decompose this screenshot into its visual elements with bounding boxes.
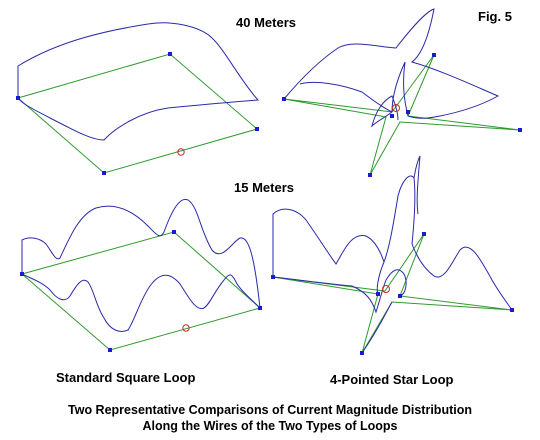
tip-node-icon [432,53,436,57]
band-heading-40m: 40 Meters [236,15,296,30]
caption-line-1: Two Representative Comparisons of Curren… [68,403,472,417]
star-wire-40m [283,54,521,176]
square-wire-40m [16,53,259,174]
feedpoint-icon [382,285,390,293]
tip-node-icon [360,351,364,355]
star-loop-label: 4-Pointed Star Loop [330,372,454,387]
inner-node-icon [376,292,380,296]
band-heading-15m: 15 Meters [234,180,294,195]
star-wire-15m [272,233,513,354]
tip-node-icon [518,128,522,132]
inner-node-icon [398,294,402,298]
corner-node-icon [102,171,106,175]
star-current-15m [272,155,513,354]
corner-node-icon [172,230,176,234]
corner-node-icon [20,272,24,276]
square-loop-40m [16,22,260,175]
star-current-40m [283,8,500,128]
corner-node-icon [168,52,172,56]
square-loop-label: Standard Square Loop [56,370,196,385]
inner-node-icon [390,114,394,118]
tip-node-icon [282,97,286,101]
corner-node-icon [258,306,262,310]
square-wire-15m [20,231,262,351]
tip-node-icon [271,275,275,279]
tip-node-icon [422,232,426,236]
feedpoint-icon [392,104,400,112]
corner-node-icon [108,348,112,352]
square-current-15m [21,198,261,332]
inner-node-icon [406,110,410,114]
square-current-40m [17,22,260,141]
figure-caption: Two Representative Comparisons of Curren… [0,402,540,434]
square-loop-15m [20,198,262,352]
star-loop-15m [271,155,514,355]
tip-node-icon [510,308,514,312]
star-loop-40m [282,8,522,177]
caption-line-2: Along the Wires of the Two Types of Loop… [142,419,398,433]
figure-label: Fig. 5 [478,9,512,24]
tip-node-icon [368,173,372,177]
corner-node-icon [255,127,259,131]
feedpoint-icon [182,324,190,332]
feedpoint-icon [177,148,185,156]
corner-node-icon [16,96,20,100]
